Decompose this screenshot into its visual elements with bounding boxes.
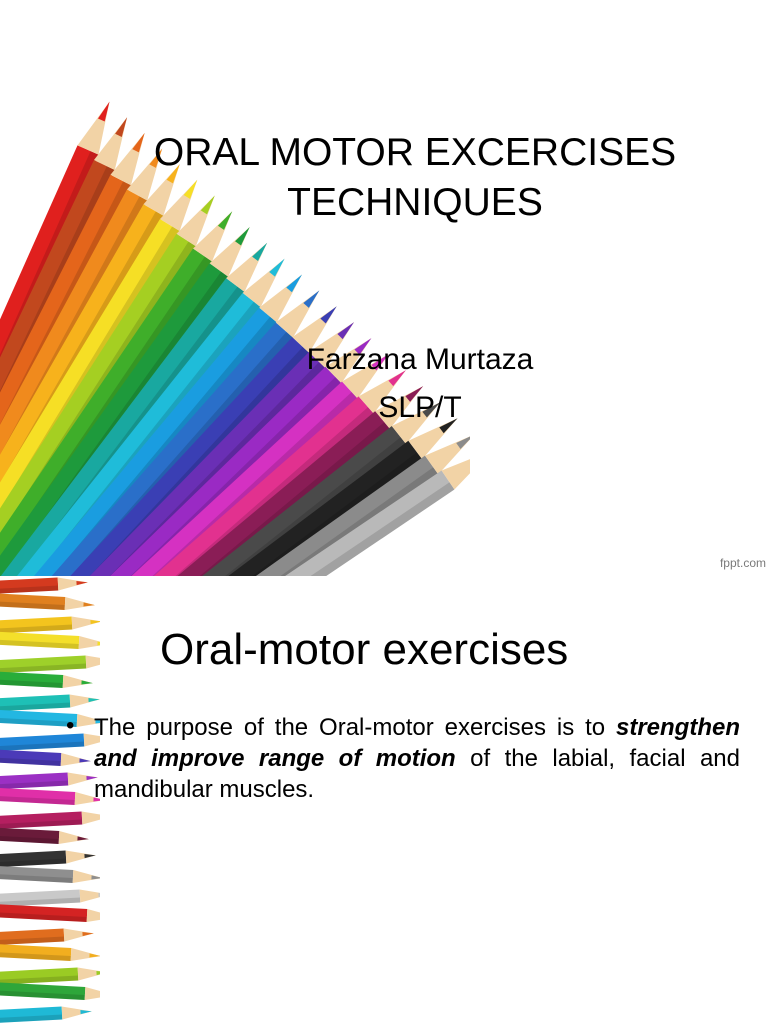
side-pencil-5: [0, 655, 100, 679]
side-pencil-17: [0, 889, 100, 913]
colored-pencils-fan: [0, 101, 470, 576]
side-pencil-4: [0, 625, 100, 649]
template-credit: fppt.com: [719, 556, 766, 570]
side-pencil-19: [0, 928, 94, 952]
side-pencil-11: [0, 772, 98, 796]
side-pencil-23: [0, 1006, 92, 1024]
side-pencil-10: [0, 742, 91, 766]
colored-pencils-stack: [0, 577, 100, 1024]
content-title: Oral-motor exercises: [160, 625, 569, 674]
bullet-text-end: of the labial, facial and mandibular mus…: [94, 745, 740, 803]
side-pencil-1: [0, 577, 88, 601]
side-pencil-12: [0, 781, 100, 805]
title-line-2: TECHNIQUES: [287, 181, 543, 224]
content-slide: Oral-motor exercises • The purpose of th…: [0, 576, 768, 1024]
bullet-text: The purpose of the Oral-motor exercises …: [94, 712, 740, 805]
side-pencil-16: [0, 859, 100, 883]
bullet-text-start: The purpose of the Oral-motor exercises …: [94, 714, 616, 741]
author-block: Farzana Murtaza SLP/T: [250, 336, 590, 432]
side-pencil-18: [0, 898, 100, 922]
side-pencil-13: [0, 811, 100, 835]
side-pencil-6: [0, 664, 93, 688]
side-pencil-3: [0, 616, 100, 640]
side-pencil-21: [0, 967, 100, 991]
slide-title: ORAL MOTOR EXCERCISES TECHNIQUES: [100, 128, 730, 228]
author-name: Farzana Murtaza: [306, 343, 534, 376]
side-pencil-22: [0, 976, 100, 1000]
side-pencil-20: [0, 937, 100, 961]
title-slide: ORAL MOTOR EXCERCISES TECHNIQUES Farzana…: [0, 101, 766, 576]
side-pencil-9: [0, 733, 100, 757]
side-pencil-14: [0, 820, 89, 844]
side-pencil-15: [0, 850, 96, 874]
side-pencil-8: [0, 703, 100, 727]
pencil-23: [0, 450, 470, 576]
side-pencil-7: [0, 694, 100, 718]
bullet-emphasis: strengthen and improve range of motion: [94, 714, 740, 772]
bullet-marker: •: [66, 712, 75, 739]
side-pencil-2: [0, 586, 95, 610]
title-line-1: ORAL MOTOR EXCERCISES: [153, 131, 677, 174]
author-credential: SLP/T: [378, 391, 462, 424]
